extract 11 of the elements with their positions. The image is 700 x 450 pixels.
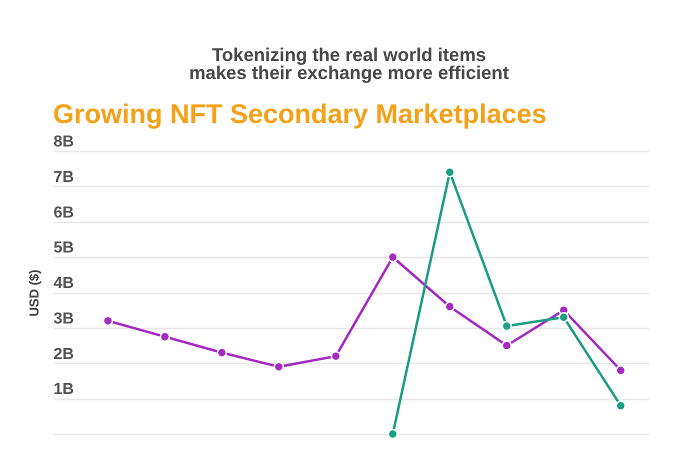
y-tick-label: 8B (54, 134, 74, 150)
chart-title: Growing NFT Secondary Marketplaces (53, 99, 547, 129)
y-tick-label: 5B (54, 240, 74, 257)
y-tick-label: 4B (54, 275, 74, 292)
y-axis-title: USD ($) (26, 270, 42, 316)
y-tick-label: 2B (54, 346, 74, 363)
y-tick-label: 3B (54, 310, 74, 328)
y-tick-label: 7B (54, 168, 74, 186)
text: Tokenizing the real world items makes their exchange more efficient (189, 44, 509, 83)
y-tick-label: 1B (54, 381, 74, 398)
y-tick-label: 6B (54, 204, 74, 222)
